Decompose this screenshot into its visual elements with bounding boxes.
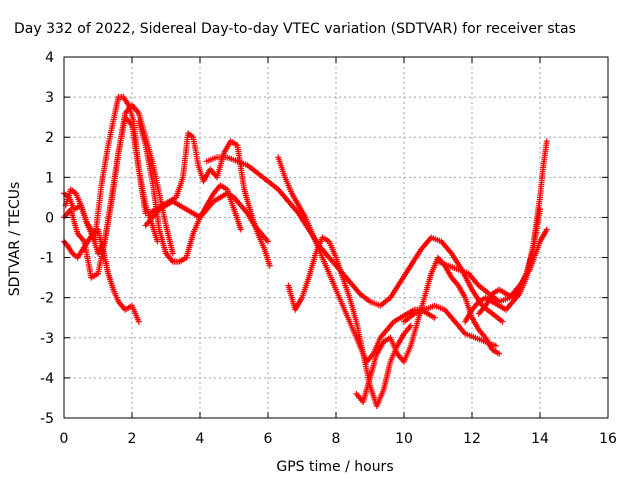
x-tick-label: 10 <box>395 431 413 447</box>
marker-path <box>62 114 149 257</box>
series-track-g <box>142 190 271 245</box>
marker-path <box>135 118 244 265</box>
marker-path <box>475 206 543 317</box>
series-track-d <box>62 114 149 257</box>
marker-path <box>401 302 499 349</box>
x-tick-label: 4 <box>196 431 205 447</box>
y-tick-label: 4 <box>45 50 54 66</box>
y-tick-label: -4 <box>40 371 54 387</box>
x-tick-label: 6 <box>264 431 273 447</box>
series-track-o <box>475 206 543 317</box>
marker-path <box>142 190 271 245</box>
axis-ticks <box>63 56 609 419</box>
y-axis-label: SDTVAR / TECUs <box>7 182 23 297</box>
x-axis-label: GPS time / hours <box>276 459 393 475</box>
x-tick-label: 8 <box>332 431 341 447</box>
x-tick-label: 12 <box>463 431 481 447</box>
y-tick-label: -3 <box>40 331 54 347</box>
marker-path <box>285 234 414 409</box>
y-tick-label: 0 <box>45 210 54 226</box>
x-tick-label: 14 <box>531 431 549 447</box>
y-tick-label: -5 <box>40 411 54 427</box>
y-tick-label: 1 <box>45 170 54 186</box>
series-track-e <box>135 118 244 265</box>
chart-title: Day 332 of 2022, Sidereal Day-to-day VTE… <box>14 21 576 37</box>
y-tick-label: 2 <box>45 130 54 146</box>
series-track-j <box>285 234 414 409</box>
y-tick-label: -2 <box>40 291 54 307</box>
data-points <box>61 94 550 409</box>
y-tick-label: 3 <box>45 90 54 106</box>
series-track-l <box>401 302 499 349</box>
y-tick-label: -1 <box>40 251 54 267</box>
x-tick-label: 2 <box>128 431 137 447</box>
x-tick-label: 16 <box>599 431 617 447</box>
x-tick-label: 0 <box>60 431 69 447</box>
